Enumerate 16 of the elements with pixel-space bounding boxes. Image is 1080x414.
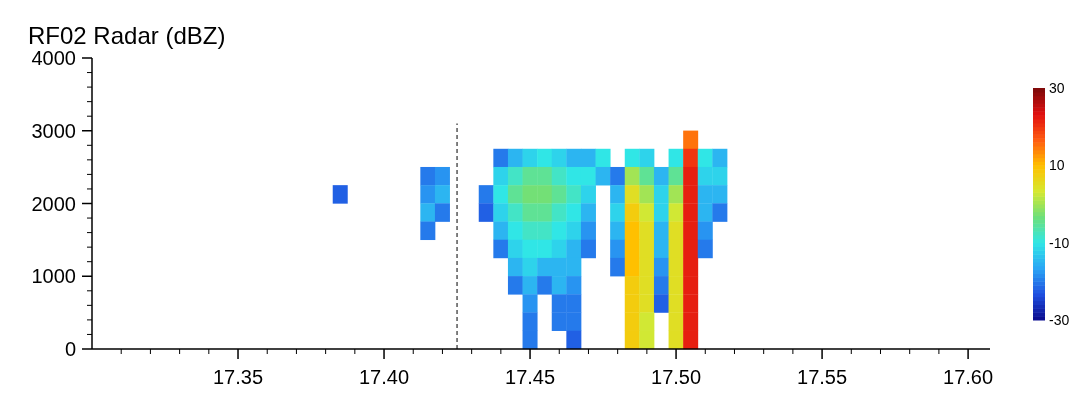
color-bar-label: -10 <box>1049 234 1070 251</box>
y-tick-label: 2000 <box>31 192 76 215</box>
color-bar-label: 10 <box>1049 157 1065 174</box>
chart-title: RF02 Radar (dBZ) <box>28 22 226 49</box>
x-tick-label: 17.55 <box>797 366 848 388</box>
y-tick-label: 3000 <box>31 119 76 142</box>
y-tick-label: 0 <box>64 338 76 360</box>
x-tick-label: 17.40 <box>359 366 410 388</box>
y-tick-label: 4000 <box>31 47 76 69</box>
x-tick-label: 17.60 <box>943 366 994 388</box>
color-bar-label: 30 <box>1049 79 1065 96</box>
x-tick-label: 17.35 <box>212 366 264 388</box>
x-tick-label: 17.45 <box>505 366 556 388</box>
y-tick-label: 1000 <box>31 265 76 288</box>
color-bar-label: -30 <box>1049 311 1070 328</box>
x-tick-label: 17.50 <box>651 366 702 388</box>
